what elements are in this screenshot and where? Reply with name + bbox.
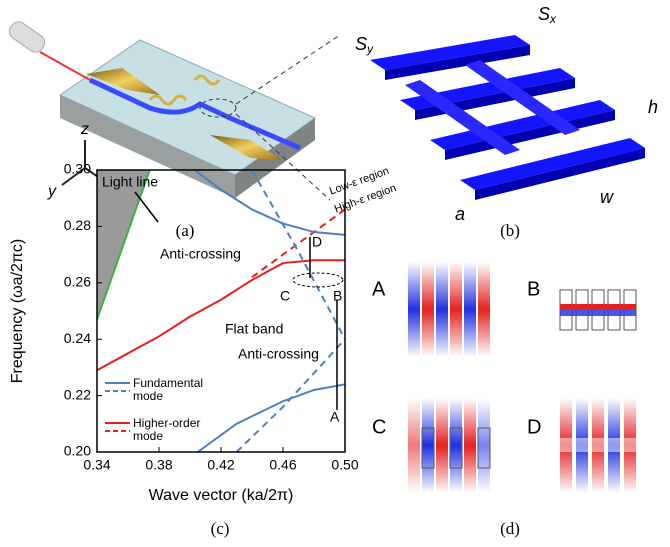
y-axis-label: Frequency (ωa/2πc): [9, 239, 26, 383]
x-tick-label: 0.34: [83, 457, 110, 473]
panel-label: (b): [500, 221, 520, 240]
mode-profiles: [408, 262, 637, 493]
mode-label: C: [372, 416, 386, 438]
dim-sx-sub: x: [549, 12, 557, 26]
annotation: Light line: [102, 174, 158, 190]
dim-sx: Sx: [538, 4, 557, 26]
x-tick-label: 0.50: [331, 457, 358, 473]
flat-band-marker: [292, 272, 344, 288]
dim-sy-sub: y: [366, 42, 374, 56]
dispersion-curve: [194, 169, 346, 236]
panel-label: (a): [176, 221, 195, 240]
panel-label: (d): [500, 519, 520, 538]
axis-y: y: [47, 183, 57, 200]
annotation: Anti-crossing: [160, 246, 241, 262]
dim-h: h: [648, 97, 658, 117]
mode-label: A: [372, 278, 386, 300]
x-axis-label: Wave vector (ka/2π): [149, 487, 294, 504]
y-tick-label: 0.20: [64, 443, 91, 459]
x-tick-label: 0.46: [269, 457, 296, 473]
dim-sx-main: S: [538, 4, 550, 24]
mode-label: D: [527, 416, 541, 438]
x-tick-label: 0.42: [207, 457, 234, 473]
dim-w: w: [600, 187, 614, 207]
dispersion-curve: [96, 259, 345, 372]
legend-label: Fundamental mode: [133, 376, 204, 403]
y-tick-label: 0.28: [64, 217, 91, 233]
waveguide-structure: [370, 35, 645, 200]
annotation: D: [312, 234, 322, 250]
x-tick-label: 0.38: [145, 457, 172, 473]
dispersion-curve: [197, 383, 346, 453]
dim-sy-main: S: [355, 34, 367, 54]
y-tick-label: 0.22: [64, 386, 91, 402]
annotation: Flat band: [225, 321, 283, 337]
dispersion-curve: [235, 338, 346, 453]
y-tick-label: 0.24: [64, 330, 91, 346]
y-tick-label: 0.30: [64, 161, 91, 177]
dim-a: a: [455, 204, 465, 224]
dispersion-curve: [251, 169, 346, 340]
device-illustration: [8, 21, 341, 201]
mode-label: B: [527, 278, 540, 300]
dispersion-curve: [96, 169, 151, 320]
y-tick-label: 0.26: [64, 274, 91, 290]
annotation: Anti-crossing: [238, 346, 319, 362]
annotation: B: [333, 288, 342, 304]
annotation: A: [330, 409, 340, 425]
dispersion-curve: [251, 208, 346, 278]
legend-label: Higher-order mode: [133, 416, 201, 443]
arrow: [134, 191, 159, 223]
axis-z: z: [80, 121, 89, 138]
panel-label: (c): [211, 519, 230, 538]
annotation: C: [280, 288, 290, 304]
dim-sy: Sy: [355, 34, 374, 56]
